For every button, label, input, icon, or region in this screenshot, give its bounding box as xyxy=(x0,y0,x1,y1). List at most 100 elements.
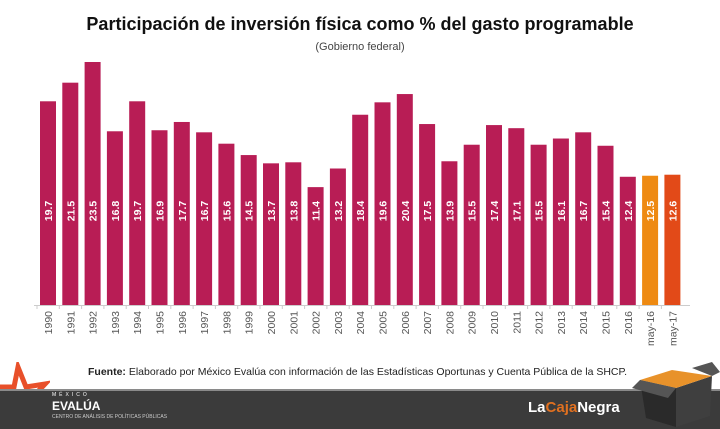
logo-part: Caja xyxy=(545,399,578,416)
data-label: 15.6 xyxy=(221,201,233,222)
bar-2008 xyxy=(441,161,458,305)
bar-2010 xyxy=(486,125,502,305)
data-label: 13.9 xyxy=(444,201,456,222)
x-tick-label: 1990 xyxy=(43,311,55,335)
data-label: 16.8 xyxy=(110,201,122,222)
data-label: 11.4 xyxy=(311,201,323,221)
x-tick-label: 1992 xyxy=(88,311,100,335)
data-label: 20.4 xyxy=(400,201,412,222)
x-tick-label: 2006 xyxy=(400,311,412,335)
bar-may-16 xyxy=(642,175,659,305)
x-tick-label: 2016 xyxy=(623,311,635,335)
data-label: 13.7 xyxy=(266,201,278,222)
data-label: 15.5 xyxy=(467,201,479,222)
data-label: 16.7 xyxy=(578,201,590,222)
data-label: 19.6 xyxy=(378,201,390,222)
bar-2007 xyxy=(419,124,436,305)
bar-2005 xyxy=(374,102,391,305)
data-label: 14.5 xyxy=(244,201,256,222)
bar-1990 xyxy=(40,101,56,306)
x-tick-label: 1999 xyxy=(244,311,256,335)
data-label: 23.5 xyxy=(88,201,100,222)
bar-1999 xyxy=(240,155,257,305)
x-tick-label: 2003 xyxy=(333,311,345,335)
x-tick-label: 2015 xyxy=(601,311,613,335)
logo-part: La xyxy=(528,399,546,416)
source-note: Fuente: Elaborado por México Evalúa con … xyxy=(88,366,627,378)
data-label: 12.6 xyxy=(667,201,679,222)
x-tick-label: 1997 xyxy=(199,311,211,335)
bar-2012 xyxy=(530,144,547,305)
x-tick-label: 2014 xyxy=(578,311,590,335)
x-tick-label: 2000 xyxy=(266,311,278,335)
logo-small: MÉXICO xyxy=(52,392,90,398)
bar-may-17 xyxy=(664,174,681,305)
bar-2014 xyxy=(575,132,592,305)
data-label: 15.4 xyxy=(601,201,613,222)
bar-2003 xyxy=(329,168,346,305)
x-tick-label: 2009 xyxy=(467,311,479,335)
x-tick-label: 2002 xyxy=(311,311,323,335)
x-tick-label: 2012 xyxy=(534,311,546,335)
x-tick-label: 2005 xyxy=(378,311,390,335)
data-label: 17.4 xyxy=(489,201,501,222)
bar-1995 xyxy=(151,130,168,305)
chart-subtitle: (Gobierno federal) xyxy=(315,41,405,53)
logo-tiny: CENTRO DE ANÁLISIS DE POLÍTICAS PÚBLICAS xyxy=(52,414,168,420)
data-label: 12.4 xyxy=(623,201,635,222)
data-label: 19.7 xyxy=(132,201,144,222)
bar-chart: 19.7 1990 21.5 1991 23.5 1992 16.8 1993 19.7 1994… xyxy=(34,62,690,346)
data-label: 15.5 xyxy=(534,201,546,222)
bar-1994 xyxy=(129,101,146,306)
data-label: 13.8 xyxy=(288,201,300,222)
data-label: 17.5 xyxy=(422,201,434,222)
x-tick-label: 2013 xyxy=(556,311,568,335)
bar-1991 xyxy=(62,82,79,306)
x-tick-label: 2007 xyxy=(422,311,434,335)
x-tick-label: 1996 xyxy=(177,311,189,335)
x-tick-label: 2010 xyxy=(489,311,501,335)
bar-2009 xyxy=(463,144,480,305)
mexico-evalua-logo: MÉXICO EVALÚA CENTRO DE ANÁLISIS DE POLÍ… xyxy=(52,392,168,421)
bar-1993 xyxy=(106,131,123,305)
bar-2002 xyxy=(307,187,324,305)
x-tick-label: 2004 xyxy=(355,311,367,335)
x-tick-label: 1993 xyxy=(110,311,122,335)
bar-1996 xyxy=(173,121,190,306)
la-caja-negra-logo: LaCajaNegra xyxy=(528,399,620,417)
x-tick-label: 1991 xyxy=(65,311,77,335)
x-tick-label: 2008 xyxy=(444,311,456,335)
x-tick-label: 1995 xyxy=(155,311,167,335)
bar-1992 xyxy=(84,62,101,305)
bar-2000 xyxy=(263,163,279,305)
x-tick-label: 2001 xyxy=(288,311,300,335)
logo-part: Negra xyxy=(577,399,620,416)
x-tick-label: 2011 xyxy=(511,311,523,334)
data-label: 17.7 xyxy=(177,201,189,222)
data-label: 16.9 xyxy=(155,201,167,222)
bar-2004 xyxy=(352,114,369,305)
bar-2013 xyxy=(552,138,569,305)
bar-2011 xyxy=(508,128,525,305)
data-label: 17.1 xyxy=(511,201,523,222)
x-tick-label: may-16 xyxy=(645,311,657,346)
x-tick-label: 1994 xyxy=(132,311,144,335)
source-label: Fuente: xyxy=(88,366,126,378)
x-tick-label: may-17 xyxy=(667,311,679,346)
bar-2001 xyxy=(285,162,302,305)
box-icon xyxy=(632,362,720,427)
data-label: 21.5 xyxy=(65,201,77,222)
bar-2016 xyxy=(619,176,636,305)
chart-title: Participación de inversión física como %… xyxy=(86,14,634,34)
footer-bar xyxy=(0,389,720,429)
bar-2006 xyxy=(396,94,413,305)
x-tick-label: 1998 xyxy=(221,311,233,335)
logo-big: EVALÚA xyxy=(52,399,101,413)
data-label: 18.4 xyxy=(355,201,367,222)
data-label: 16.7 xyxy=(199,201,211,222)
bar-2015 xyxy=(597,145,614,305)
bar-1998 xyxy=(218,143,235,305)
data-label: 12.5 xyxy=(645,201,657,222)
data-label: 16.1 xyxy=(556,201,568,222)
data-label: 13.2 xyxy=(333,201,345,222)
